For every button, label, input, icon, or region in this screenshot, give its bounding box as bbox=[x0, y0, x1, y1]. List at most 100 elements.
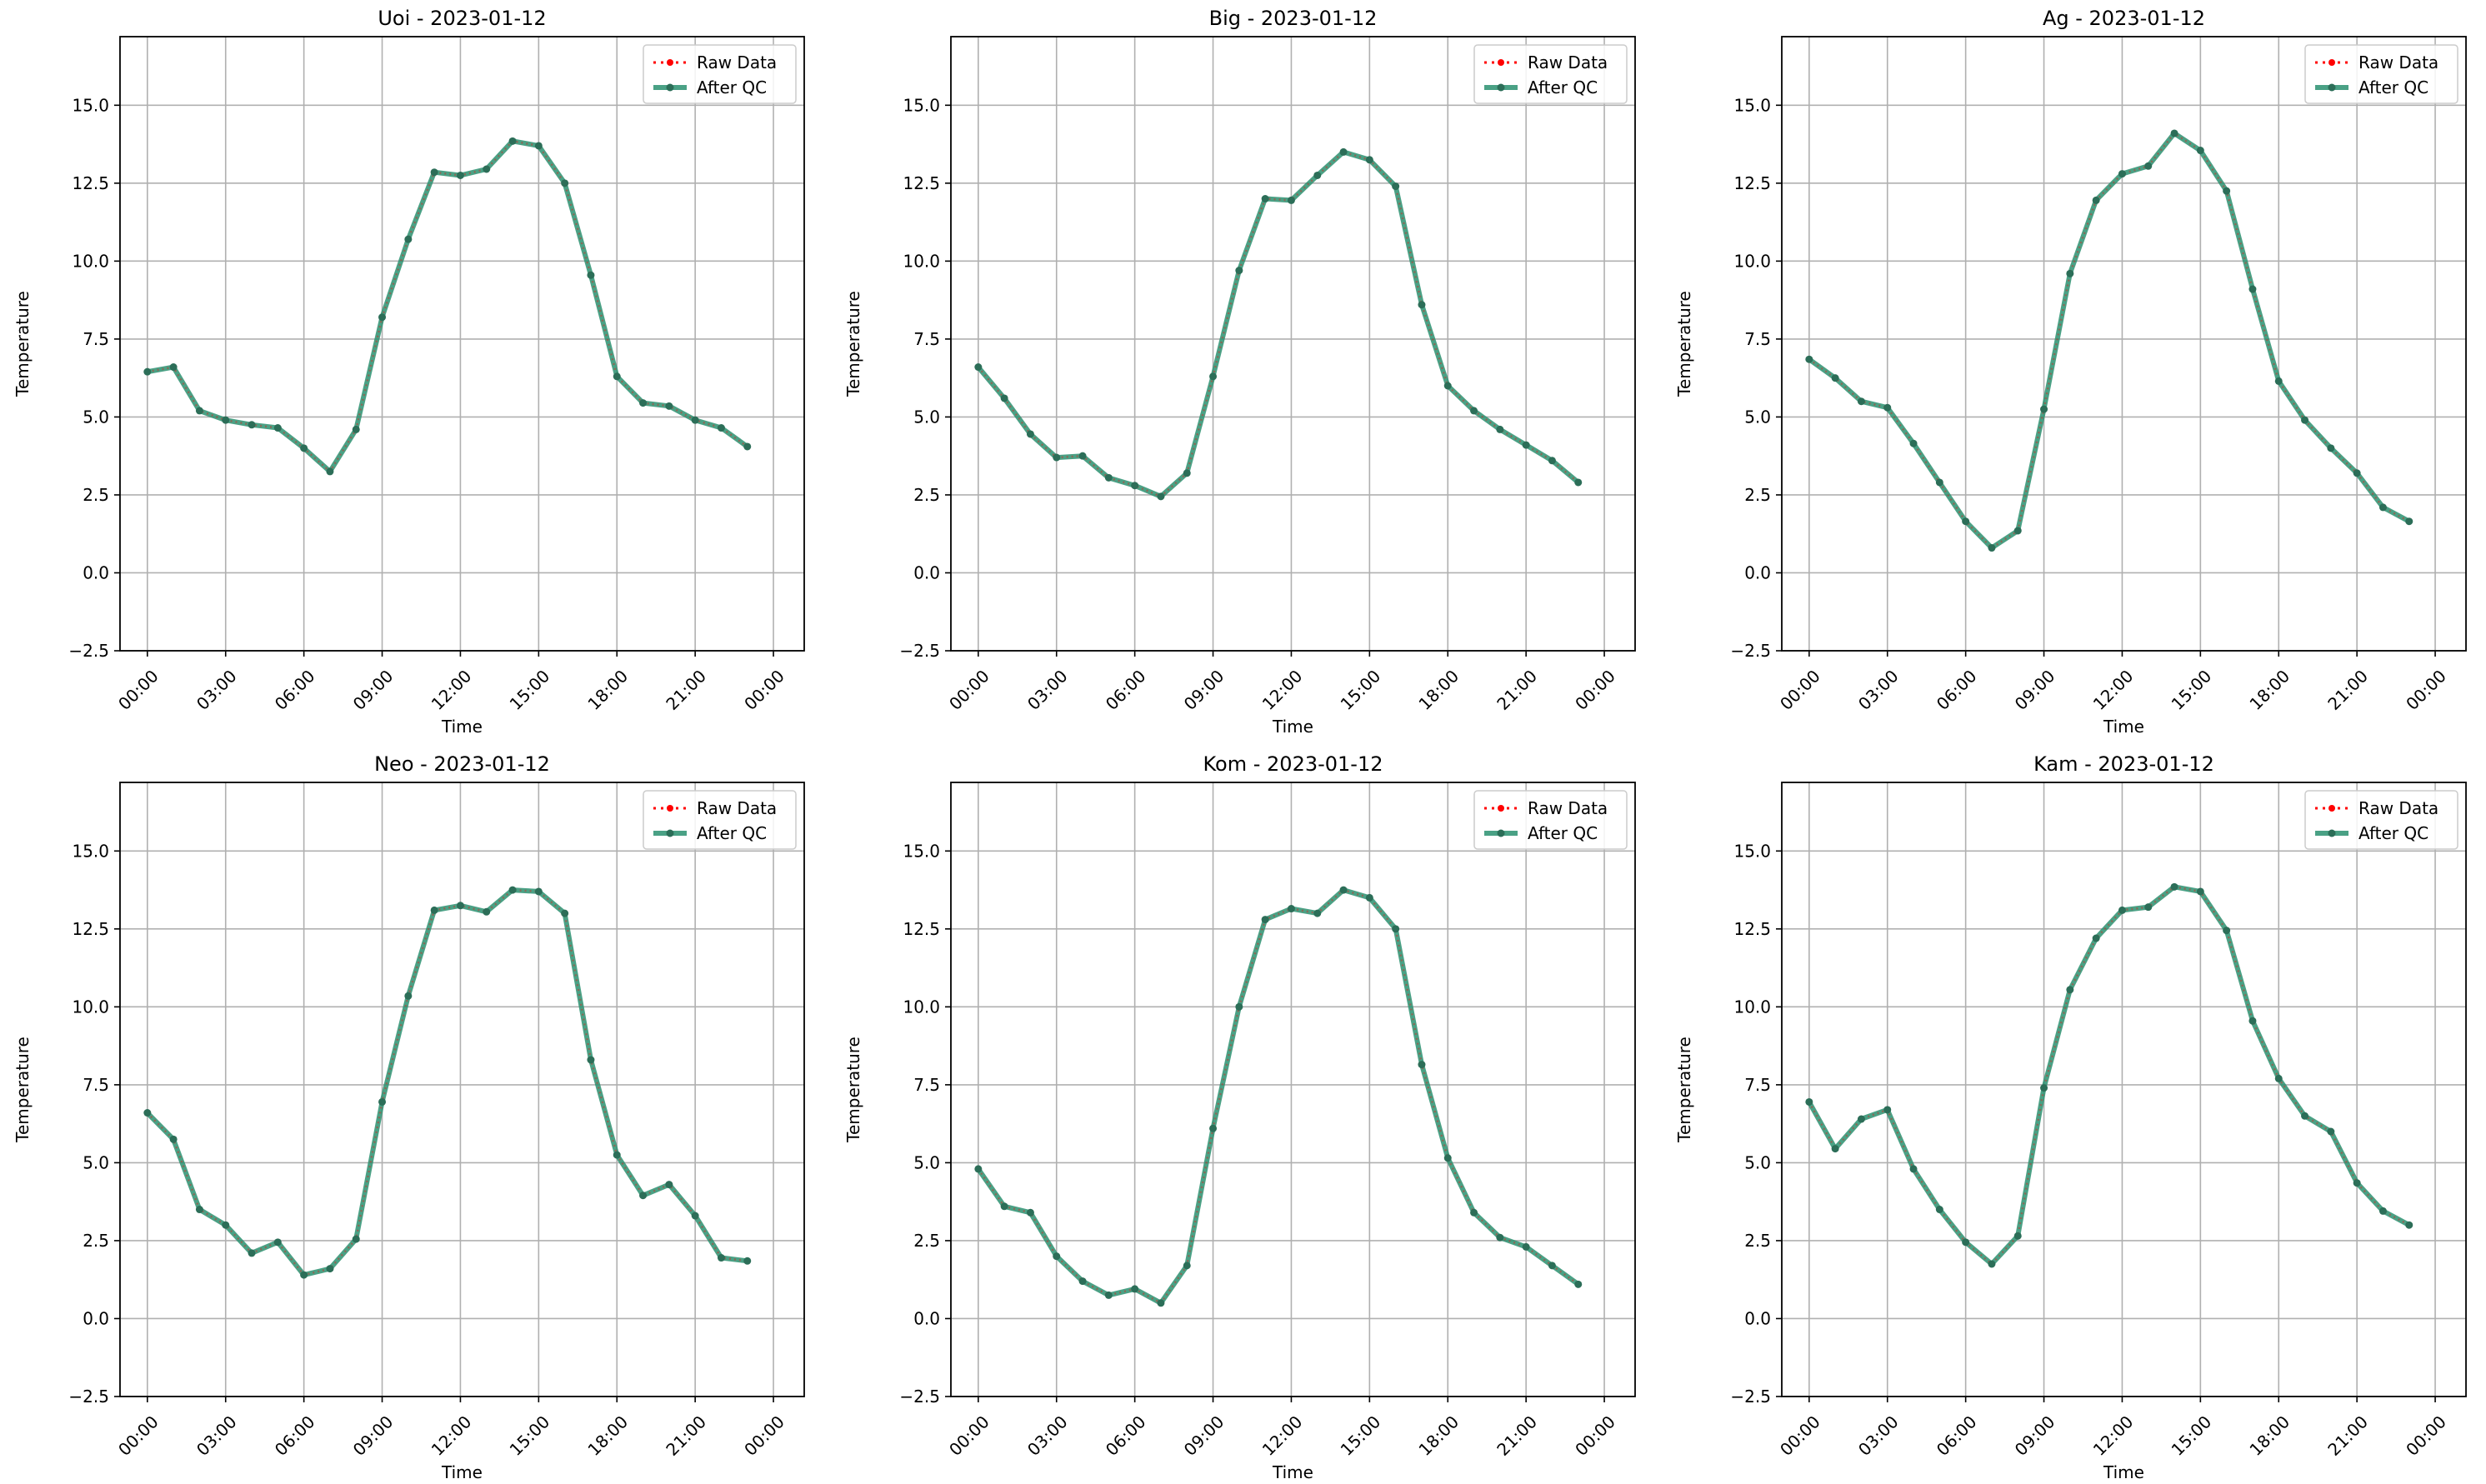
data-point bbox=[352, 425, 360, 433]
y-tick-label: 5.0 bbox=[83, 1152, 109, 1172]
data-point bbox=[691, 416, 699, 424]
data-point bbox=[2223, 927, 2231, 935]
x-tick-label: 21:00 bbox=[1493, 1412, 1541, 1460]
data-point bbox=[2118, 906, 2126, 914]
y-tick-label: 0.0 bbox=[1744, 562, 1771, 582]
y-tick-label: 10.0 bbox=[72, 251, 109, 271]
data-point bbox=[2223, 187, 2231, 195]
x-tick-label: 00:00 bbox=[740, 1412, 788, 1460]
legend: Raw Data After QC bbox=[1473, 44, 1628, 104]
x-tick-label: 15:00 bbox=[2168, 1412, 2216, 1460]
data-point bbox=[1000, 1202, 1008, 1211]
y-axis-label: Temperature bbox=[843, 291, 863, 397]
data-point bbox=[2353, 469, 2361, 477]
axes-frame bbox=[119, 782, 805, 1397]
data-point bbox=[2066, 986, 2074, 994]
x-tick-label: 18:00 bbox=[1414, 666, 1463, 714]
series-line-raw-data bbox=[977, 151, 1579, 498]
data-point bbox=[143, 367, 152, 376]
data-point bbox=[2040, 1084, 2048, 1092]
data-point bbox=[2327, 1127, 2335, 1136]
x-axis-label: Time bbox=[441, 1462, 483, 1482]
plot-area bbox=[120, 782, 804, 1397]
data-point bbox=[1831, 374, 1839, 382]
x-tick-label: 06:00 bbox=[271, 666, 319, 714]
x-tick-label: 12:00 bbox=[428, 1412, 476, 1460]
legend: Raw Data After QC bbox=[643, 790, 797, 850]
data-point bbox=[2405, 517, 2413, 526]
x-tick-label: 09:00 bbox=[349, 666, 398, 714]
chart-title: Ag - 2023-01-12 bbox=[2043, 7, 2205, 30]
data-point bbox=[1053, 1252, 1061, 1261]
y-tick-label: 15.0 bbox=[903, 841, 940, 861]
series-line-after-qc bbox=[1808, 131, 2411, 551]
data-point bbox=[1522, 1242, 1530, 1251]
data-point bbox=[273, 1238, 282, 1247]
x-axis-label: Time bbox=[2103, 717, 2144, 737]
data-point bbox=[1988, 1260, 1996, 1268]
y-tick-label: 0.0 bbox=[913, 562, 940, 582]
chart-title: Kom - 2023-01-12 bbox=[1203, 752, 1383, 776]
x-tick-label: 09:00 bbox=[1180, 1412, 1228, 1460]
x-tick-label: 21:00 bbox=[662, 1412, 710, 1460]
x-tick-label: 03:00 bbox=[1854, 666, 1903, 714]
y-tick-label: 5.0 bbox=[1744, 407, 1771, 427]
data-point bbox=[639, 399, 648, 407]
legend-marker-after-qc bbox=[666, 83, 674, 92]
y-tick-label: 5.0 bbox=[913, 1152, 940, 1172]
data-point bbox=[2301, 1112, 2309, 1120]
data-point bbox=[1470, 407, 1478, 415]
y-tick-label: 12.5 bbox=[1733, 919, 1771, 939]
series-line-after-qc bbox=[976, 887, 1580, 1306]
data-point bbox=[1313, 909, 1322, 917]
data-point bbox=[974, 363, 983, 372]
data-point bbox=[1157, 492, 1165, 501]
legend: Raw Data After QC bbox=[2304, 790, 2458, 850]
data-point bbox=[665, 1181, 673, 1189]
legend-label-after-qc: After QC bbox=[2358, 77, 2428, 97]
data-point bbox=[1339, 886, 1348, 894]
y-tick-label: 0.0 bbox=[83, 1308, 109, 1328]
data-point bbox=[691, 1212, 699, 1220]
data-point bbox=[1209, 1124, 1218, 1132]
y-tick-label: 7.5 bbox=[1744, 329, 1771, 349]
data-point bbox=[1000, 394, 1008, 402]
x-tick-label: 06:00 bbox=[271, 1412, 319, 1460]
y-axis-label: Temperature bbox=[13, 1037, 33, 1143]
series-line-after-qc bbox=[145, 887, 748, 1278]
data-point bbox=[561, 179, 569, 187]
chart-panel-5: 00:00 03:00 06:00 09:00 12:00 15:00 18:00 21:00… bbox=[843, 752, 1636, 1482]
x-tick-label: 21:00 bbox=[662, 666, 710, 714]
x-tick-label: 00:00 bbox=[1571, 1412, 1619, 1460]
x-tick-label: 03:00 bbox=[1023, 1412, 1072, 1460]
legend-label-raw-data: Raw Data bbox=[2358, 52, 2438, 72]
data-point bbox=[326, 467, 334, 476]
x-tick-label: 15:00 bbox=[1337, 1412, 1385, 1460]
y-tick-label: 5.0 bbox=[913, 407, 940, 427]
data-point bbox=[1026, 430, 1034, 438]
axes-frame bbox=[119, 36, 805, 652]
y-tick-label: 7.5 bbox=[83, 1075, 109, 1095]
legend-label-raw-data: Raw Data bbox=[1528, 52, 1608, 72]
data-point bbox=[1883, 1106, 1892, 1114]
x-tick-label: 15:00 bbox=[506, 1412, 554, 1460]
plot-area bbox=[951, 782, 1635, 1397]
x-tick-label: 18:00 bbox=[583, 1412, 632, 1460]
x-tick-label: 00:00 bbox=[1571, 666, 1619, 714]
legend: Raw Data After QC bbox=[1473, 790, 1628, 850]
x-tick-label: 12:00 bbox=[2089, 666, 2138, 714]
x-tick-label: 00:00 bbox=[945, 666, 993, 714]
data-point bbox=[1496, 425, 1504, 433]
y-tick-label: 5.0 bbox=[83, 407, 109, 427]
data-point bbox=[1104, 473, 1113, 482]
data-point bbox=[222, 1221, 230, 1229]
chart-title: Uoi - 2023-01-12 bbox=[378, 7, 546, 30]
y-tick-label: 10.0 bbox=[1733, 251, 1771, 271]
data-point bbox=[1805, 355, 1813, 363]
x-axis-label: Time bbox=[1272, 717, 1313, 737]
legend-marker-after-qc bbox=[2328, 829, 2336, 837]
data-point bbox=[1053, 453, 1061, 462]
y-tick-label: 2.5 bbox=[1744, 1231, 1771, 1251]
data-point bbox=[561, 909, 569, 917]
data-point bbox=[508, 886, 517, 894]
